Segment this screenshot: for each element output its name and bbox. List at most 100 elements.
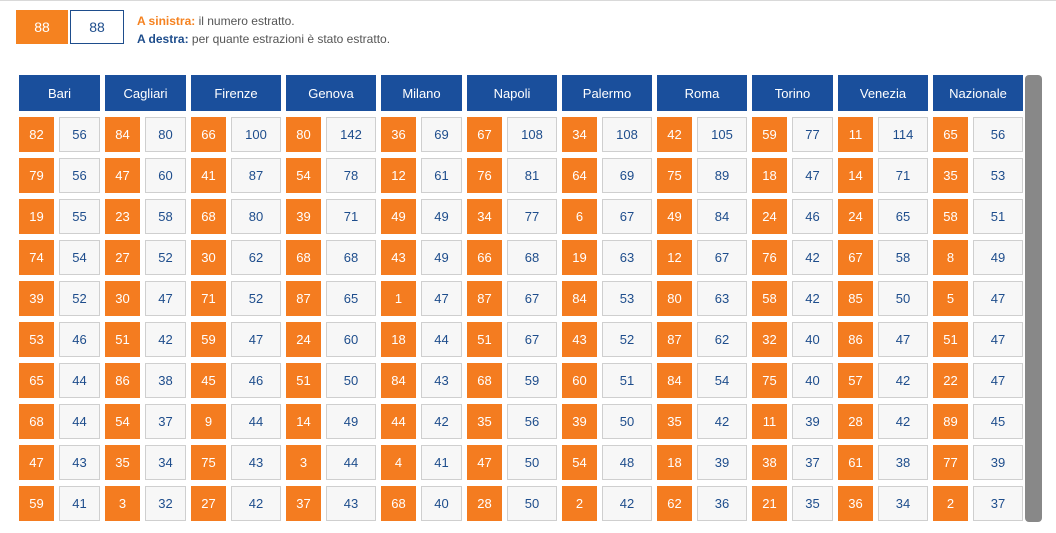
extraction-count: 142 bbox=[326, 117, 376, 152]
extracted-number: 4 bbox=[381, 445, 416, 480]
extraction-count: 39 bbox=[973, 445, 1023, 480]
scrollbar[interactable] bbox=[1025, 75, 1042, 522]
city-header-milano: Milano bbox=[381, 75, 462, 111]
extracted-number: 86 bbox=[838, 322, 873, 357]
extracted-number: 35 bbox=[657, 404, 692, 439]
extracted-number: 5 bbox=[933, 281, 968, 316]
extraction-count: 42 bbox=[878, 404, 928, 439]
city-header-roma: Roma bbox=[657, 75, 747, 111]
extracted-number: 18 bbox=[381, 322, 416, 357]
extracted-number: 74 bbox=[19, 240, 54, 275]
extraction-count: 77 bbox=[507, 199, 557, 234]
extraction-count: 53 bbox=[973, 158, 1023, 193]
extraction-count: 50 bbox=[326, 363, 376, 398]
extraction-count: 47 bbox=[421, 281, 462, 316]
extraction-count: 51 bbox=[602, 363, 652, 398]
extracted-number: 36 bbox=[838, 486, 873, 521]
extraction-count: 60 bbox=[326, 322, 376, 357]
extraction-count: 49 bbox=[973, 240, 1023, 275]
extraction-count: 47 bbox=[145, 281, 186, 316]
extraction-count: 87 bbox=[231, 158, 281, 193]
extracted-number: 14 bbox=[286, 404, 321, 439]
extracted-number: 34 bbox=[467, 199, 502, 234]
extracted-number: 47 bbox=[105, 158, 140, 193]
extracted-number: 58 bbox=[933, 199, 968, 234]
legend-left-key: A sinistra: bbox=[137, 14, 196, 28]
extracted-number: 84 bbox=[381, 363, 416, 398]
legend-count-sample: 88 bbox=[70, 10, 124, 44]
extracted-number: 60 bbox=[562, 363, 597, 398]
extracted-number: 62 bbox=[657, 486, 692, 521]
extraction-count: 69 bbox=[602, 158, 652, 193]
extracted-number: 30 bbox=[191, 240, 226, 275]
extraction-count: 37 bbox=[145, 404, 186, 439]
extracted-number: 18 bbox=[752, 158, 787, 193]
extracted-number: 76 bbox=[467, 158, 502, 193]
legend-right-text: per quante estrazioni è stato estratto. bbox=[188, 32, 391, 46]
extraction-count: 44 bbox=[326, 445, 376, 480]
extracted-number: 23 bbox=[105, 199, 140, 234]
legend-line-right: A destra: per quante estrazioni è stato … bbox=[137, 30, 390, 48]
extraction-count: 37 bbox=[792, 445, 833, 480]
extraction-count: 48 bbox=[602, 445, 652, 480]
extracted-number: 39 bbox=[19, 281, 54, 316]
extraction-count: 42 bbox=[792, 281, 833, 316]
extraction-count: 42 bbox=[878, 363, 928, 398]
extraction-count: 80 bbox=[145, 117, 186, 152]
extraction-count: 40 bbox=[421, 486, 462, 521]
extraction-count: 39 bbox=[792, 404, 833, 439]
extracted-number: 66 bbox=[191, 117, 226, 152]
extracted-number: 80 bbox=[286, 117, 321, 152]
extraction-count: 61 bbox=[421, 158, 462, 193]
extraction-count: 108 bbox=[602, 117, 652, 152]
legend-number-sample: 88 bbox=[16, 10, 68, 44]
extracted-number: 35 bbox=[467, 404, 502, 439]
extraction-count: 59 bbox=[507, 363, 557, 398]
extracted-number: 87 bbox=[467, 281, 502, 316]
legend-text: A sinistra: il numero estratto. A destra… bbox=[137, 12, 390, 48]
extracted-number: 68 bbox=[19, 404, 54, 439]
extracted-number: 68 bbox=[191, 199, 226, 234]
extracted-number: 84 bbox=[657, 363, 692, 398]
extraction-count: 105 bbox=[697, 117, 747, 152]
extracted-number: 87 bbox=[286, 281, 321, 316]
extracted-number: 2 bbox=[562, 486, 597, 521]
extracted-number: 44 bbox=[381, 404, 416, 439]
extraction-count: 89 bbox=[697, 158, 747, 193]
extracted-number: 68 bbox=[467, 363, 502, 398]
city-header-nazionale: Nazionale bbox=[933, 75, 1023, 111]
extracted-number: 38 bbox=[752, 445, 787, 480]
extracted-number: 59 bbox=[19, 486, 54, 521]
extracted-number: 21 bbox=[752, 486, 787, 521]
extraction-count: 42 bbox=[421, 404, 462, 439]
extracted-number: 47 bbox=[19, 445, 54, 480]
extraction-count: 54 bbox=[59, 240, 100, 275]
extraction-count: 42 bbox=[697, 404, 747, 439]
extraction-count: 67 bbox=[697, 240, 747, 275]
extracted-number: 8 bbox=[933, 240, 968, 275]
extraction-count: 50 bbox=[878, 281, 928, 316]
extracted-number: 43 bbox=[381, 240, 416, 275]
extracted-number: 71 bbox=[191, 281, 226, 316]
extracted-number: 19 bbox=[19, 199, 54, 234]
extracted-number: 58 bbox=[752, 281, 787, 316]
extracted-number: 34 bbox=[562, 117, 597, 152]
extracted-number: 59 bbox=[191, 322, 226, 357]
extracted-number: 54 bbox=[105, 404, 140, 439]
extracted-number: 57 bbox=[838, 363, 873, 398]
extracted-number: 68 bbox=[381, 486, 416, 521]
extraction-count: 37 bbox=[973, 486, 1023, 521]
extracted-number: 27 bbox=[191, 486, 226, 521]
extraction-count: 67 bbox=[602, 199, 652, 234]
extraction-count: 47 bbox=[878, 322, 928, 357]
top-divider bbox=[0, 0, 1056, 1]
extracted-number: 51 bbox=[286, 363, 321, 398]
extraction-count: 44 bbox=[421, 322, 462, 357]
extracted-number: 75 bbox=[752, 363, 787, 398]
extraction-count: 43 bbox=[231, 445, 281, 480]
extraction-count: 46 bbox=[231, 363, 281, 398]
extraction-count: 49 bbox=[326, 404, 376, 439]
extracted-number: 9 bbox=[191, 404, 226, 439]
legend-left-text: il numero estratto. bbox=[195, 14, 295, 28]
extracted-number: 54 bbox=[562, 445, 597, 480]
